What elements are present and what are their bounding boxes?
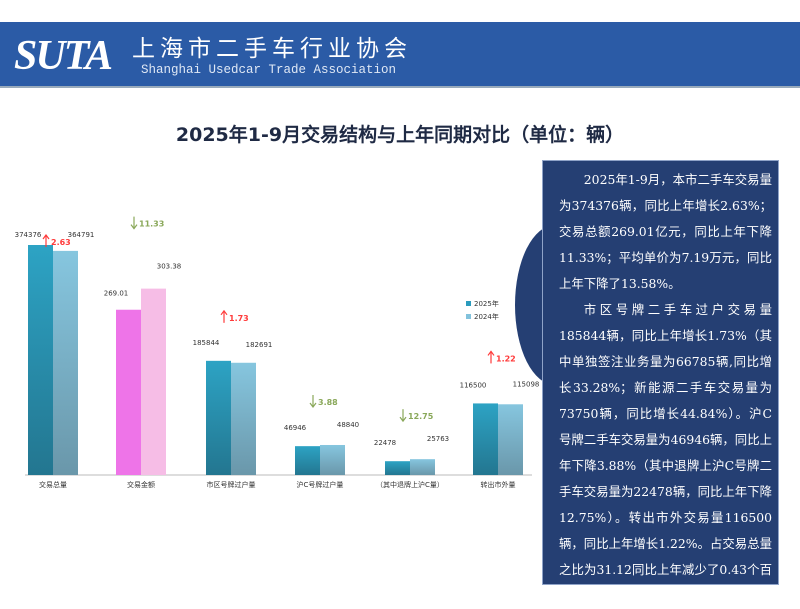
legend-label: 2024年 bbox=[474, 312, 499, 321]
bar-2024 bbox=[410, 459, 435, 475]
data-label-2024: 182691 bbox=[246, 341, 273, 349]
change-percent: 2.63 bbox=[51, 238, 71, 247]
bar-2024 bbox=[53, 250, 78, 475]
legend-label: 2025年 bbox=[474, 299, 499, 308]
data-label-2024: 48840 bbox=[337, 421, 359, 429]
summary-paragraph: 市区号牌二手车过户交易量185844辆，同比上年增长1.73%（其中单独签注业务… bbox=[559, 302, 772, 603]
category-label: 市区号牌过户量 bbox=[207, 480, 256, 489]
bar-2025 bbox=[116, 309, 141, 475]
legend-swatch bbox=[466, 314, 471, 319]
bar-2025 bbox=[385, 461, 410, 475]
category-label: 交易总量 bbox=[39, 480, 67, 489]
data-label-2025: 374376 bbox=[15, 231, 42, 239]
summary-paragraph: 2025年1-9月，本市二手车交易量为374376辆，同比上年增长2.63%；交… bbox=[559, 172, 772, 291]
association-name-cn: 上海市二手车行业协会 bbox=[132, 36, 412, 62]
data-label-2025: 269.01 bbox=[104, 290, 129, 298]
change-percent: 12.75 bbox=[408, 412, 434, 421]
category-label: 沪C号牌过户量 bbox=[297, 480, 344, 489]
change-percent: 1.22 bbox=[496, 354, 516, 363]
change-percent: 11.33 bbox=[139, 220, 164, 229]
arrow-head bbox=[42, 234, 50, 240]
data-label-2024: 303.38 bbox=[157, 263, 182, 271]
arrow-head bbox=[399, 416, 407, 423]
association-name-en: Shanghai Usedcar Trade Association bbox=[141, 63, 397, 77]
arrow-head bbox=[309, 402, 317, 408]
bar-2025 bbox=[28, 245, 53, 475]
arrow-head bbox=[130, 224, 138, 230]
category-label: 转出市外量 bbox=[481, 480, 516, 489]
summary-text-panel: 2025年1-9月，本市二手车交易量为374376辆，同比上年增长2.63%；交… bbox=[542, 160, 779, 603]
bar-2025 bbox=[473, 403, 498, 475]
bar-2024 bbox=[498, 404, 523, 475]
legend-swatch bbox=[466, 301, 471, 306]
category-label: 交易金额 bbox=[127, 480, 155, 489]
bar-2024 bbox=[320, 444, 345, 475]
data-label-2025: 46946 bbox=[284, 424, 307, 432]
bar-2024 bbox=[231, 362, 256, 475]
category-label: （其中退牌上沪C量） bbox=[376, 480, 444, 489]
arrow-head bbox=[220, 309, 228, 316]
data-label-2025: 116500 bbox=[460, 381, 487, 389]
bar-2025 bbox=[206, 360, 231, 475]
change-percent: 3.88 bbox=[318, 398, 338, 407]
suta-logo: SUTA bbox=[14, 33, 113, 79]
header-banner: SUTA 上海市二手车行业协会 Shanghai Usedcar Trade A… bbox=[0, 22, 800, 88]
bar-2024 bbox=[141, 288, 166, 475]
bar-2025 bbox=[295, 446, 320, 475]
page-title: 2025年1-9月交易结构与上年同期对比（单位：辆） bbox=[175, 124, 625, 146]
data-label-2025: 22478 bbox=[374, 439, 396, 447]
data-label-2024: 25763 bbox=[427, 435, 449, 443]
data-label-2024: 115098 bbox=[513, 380, 540, 388]
arrow-head bbox=[487, 350, 495, 356]
change-percent: 1.73 bbox=[229, 314, 249, 323]
data-label-2025: 185844 bbox=[193, 339, 220, 347]
data-label-2024: 364791 bbox=[68, 231, 95, 239]
